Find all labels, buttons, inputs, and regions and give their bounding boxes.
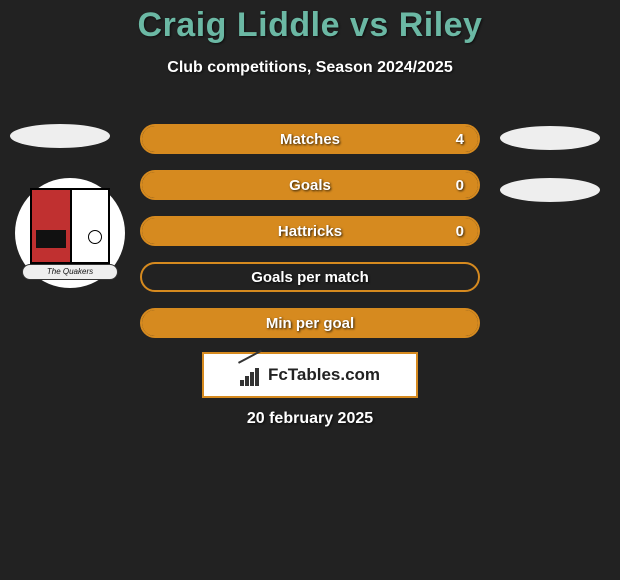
bar-hattricks: Hattricks 0	[140, 216, 480, 246]
subtitle: Club competitions, Season 2024/2025	[0, 59, 620, 77]
brand-box[interactable]: FcTables.com	[202, 352, 418, 398]
bar-label: Min per goal	[266, 315, 354, 332]
bar-label: Goals per match	[251, 269, 369, 286]
bar-goals-per-match: Goals per match	[140, 262, 480, 292]
chart-icon	[240, 364, 262, 386]
bar-label: Hattricks	[278, 223, 342, 240]
bar-label: Matches	[280, 131, 340, 148]
player-left-placeholder	[10, 124, 110, 148]
stat-bars: Matches 4 Goals 0 Hattricks 0 Goals per …	[140, 124, 480, 354]
club-badge: The Quakers	[15, 178, 125, 288]
bar-value: 0	[456, 223, 464, 240]
ball-icon	[88, 230, 102, 244]
club-badge-inner: The Quakers	[30, 188, 110, 278]
train-icon	[36, 230, 66, 248]
bar-min-per-goal: Min per goal	[140, 308, 480, 338]
badge-banner: The Quakers	[22, 264, 118, 280]
bar-value: 0	[456, 177, 464, 194]
bar-matches: Matches 4	[140, 124, 480, 154]
date-label: 20 february 2025	[0, 410, 620, 428]
player-right-placeholder-1	[500, 126, 600, 150]
bar-goals: Goals 0	[140, 170, 480, 200]
bar-label: Goals	[289, 177, 331, 194]
brand-text: FcTables.com	[268, 365, 380, 385]
bar-value: 4	[456, 131, 464, 148]
player-right-placeholder-2	[500, 178, 600, 202]
page-title: Craig Liddle vs Riley	[0, 0, 620, 45]
shield-icon	[30, 188, 110, 264]
